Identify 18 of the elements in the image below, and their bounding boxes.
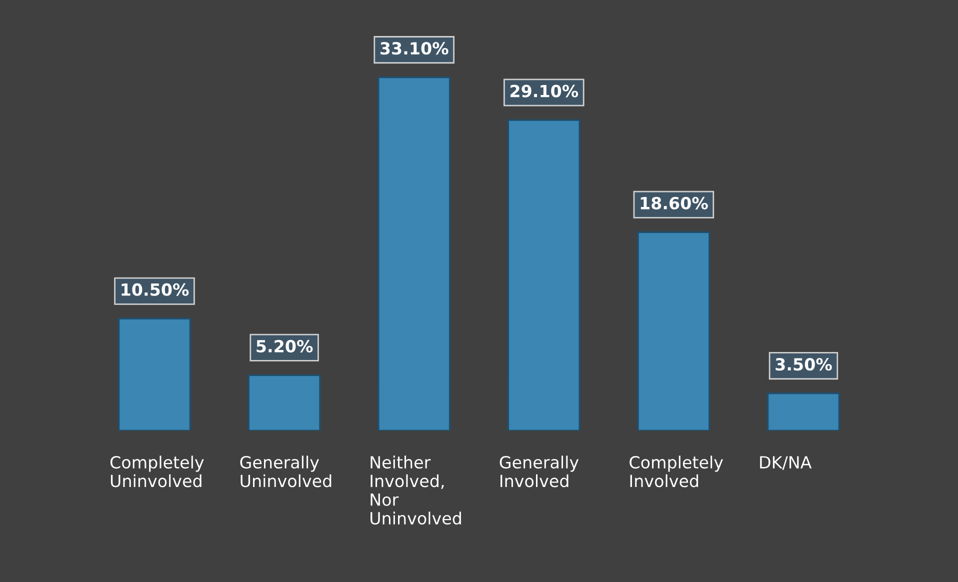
data-label: 10.50% [122,283,189,296]
data-label: 18.60% [640,196,708,210]
x-tick-label: Neither Involved, Nor Uninvolved [370,456,461,525]
x-tick-label: Completely Uninvolved [110,456,204,488]
bar [507,119,580,431]
data-label: 29.10% [510,84,578,98]
bar [248,374,321,431]
data-label: 3.50% [776,358,832,371]
bar [378,76,451,431]
data-label: 33.10% [380,42,448,55]
bar [766,392,840,431]
x-tick-label: Generally Uninvolved [240,456,332,488]
x-tick-label: DK/NA [760,456,812,470]
bar [637,231,710,431]
bar [118,318,192,431]
x-tick-label: Completely Involved [630,456,724,488]
x-tick-label: Generally Involved [500,456,579,488]
data-label: 5.20% [256,340,313,352]
